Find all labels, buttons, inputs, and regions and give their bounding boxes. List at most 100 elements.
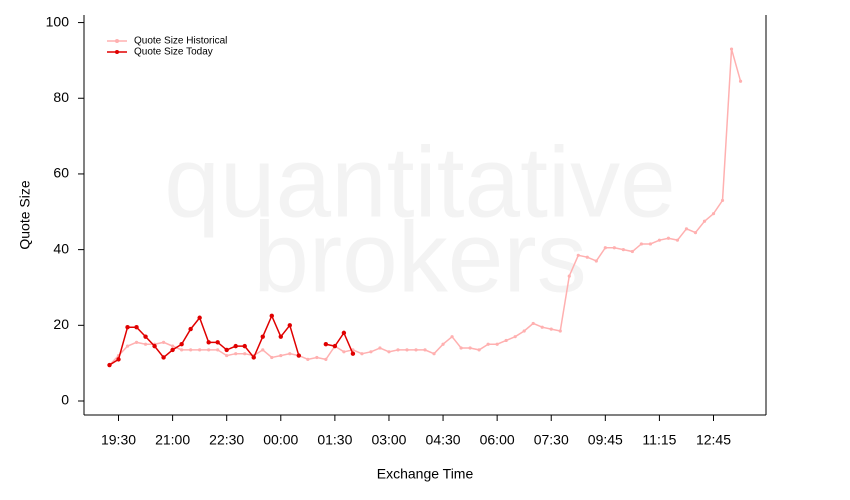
- data-point: [720, 198, 725, 203]
- data-point: [207, 348, 211, 352]
- x-tick-label: 11:15: [642, 432, 676, 448]
- x-tick-label: 03:00: [371, 432, 406, 448]
- data-point: [323, 342, 329, 347]
- x-axis-label: Exchange Time: [377, 466, 474, 482]
- data-point: [711, 212, 716, 216]
- data-point: [279, 353, 283, 358]
- x-tick-label: 09:45: [588, 432, 623, 448]
- data-point: [216, 348, 220, 352]
- data-point: [234, 352, 238, 356]
- data-point: [278, 334, 283, 339]
- data-point: [675, 238, 680, 242]
- legend-label: Quote Size Today: [134, 47, 213, 58]
- legend-marker: [115, 50, 119, 54]
- data-point: [306, 357, 310, 361]
- data-point: [414, 348, 418, 352]
- y-axis-label: Quote Size: [17, 180, 33, 249]
- data-point: [189, 348, 193, 352]
- y-tick-label: 80: [53, 89, 69, 105]
- data-point: [198, 348, 202, 352]
- data-point: [522, 329, 526, 333]
- x-tick-label: 22:30: [209, 432, 244, 448]
- data-point: [260, 334, 265, 339]
- watermark: brokers: [253, 201, 586, 313]
- data-point: [738, 79, 743, 83]
- data-point: [125, 344, 130, 348]
- data-point: [143, 334, 148, 339]
- y-tick-label: 40: [53, 240, 69, 256]
- series-line: [109, 313, 354, 366]
- data-point: [360, 352, 364, 356]
- x-tick-label: 06:00: [480, 432, 515, 448]
- data-point: [693, 230, 698, 235]
- data-point: [486, 342, 490, 346]
- data-point: [342, 350, 346, 354]
- data-point: [134, 340, 139, 344]
- data-point: [558, 329, 562, 333]
- data-point: [287, 323, 292, 328]
- data-point: [495, 342, 499, 346]
- data-point: [513, 335, 517, 339]
- x-tick-label: 00:00: [263, 432, 298, 448]
- data-point: [441, 342, 445, 346]
- data-point: [504, 338, 508, 343]
- y-tick-label: 60: [53, 165, 69, 181]
- data-point: [378, 346, 382, 350]
- data-point: [134, 325, 139, 330]
- data-point: [261, 348, 265, 352]
- data-point: [603, 246, 607, 250]
- data-point: [423, 348, 427, 352]
- data-point: [341, 330, 347, 336]
- data-point: [459, 346, 463, 350]
- x-tick-label: 01:30: [317, 432, 352, 448]
- data-point: [684, 227, 689, 231]
- data-point: [477, 348, 481, 352]
- data-point: [324, 357, 328, 361]
- data-point: [233, 343, 238, 349]
- data-point: [666, 236, 671, 240]
- data-point: [225, 353, 229, 358]
- data-point: [288, 352, 292, 356]
- x-tick-label: 21:00: [155, 432, 190, 448]
- data-point: [224, 347, 229, 353]
- data-point: [621, 248, 625, 252]
- watermark: quantitative: [164, 126, 675, 238]
- data-point: [215, 340, 220, 345]
- data-point: [639, 242, 643, 246]
- data-point: [116, 357, 121, 362]
- data-point: [369, 350, 373, 354]
- x-tick-label: 12:45: [696, 432, 731, 448]
- data-point: [171, 344, 175, 348]
- data-point: [432, 352, 436, 356]
- x-tick-label: 07:30: [534, 432, 569, 448]
- data-point: [296, 353, 302, 358]
- data-point: [630, 249, 634, 254]
- data-point: [332, 343, 338, 349]
- data-point: [594, 259, 598, 263]
- data-point: [396, 348, 400, 352]
- data-point: [251, 355, 256, 360]
- y-tick-label: 20: [53, 316, 69, 332]
- y-tick-label: 100: [46, 13, 70, 29]
- data-point: [531, 321, 535, 326]
- data-point: [179, 342, 184, 347]
- data-point: [170, 347, 175, 353]
- legend-marker: [115, 39, 119, 43]
- data-point: [576, 253, 580, 257]
- data-point: [197, 315, 202, 320]
- x-tick-label: 04:30: [426, 432, 461, 448]
- y-tick-label: 0: [61, 392, 69, 408]
- data-point: [567, 274, 571, 278]
- data-point: [450, 335, 454, 339]
- data-point: [540, 325, 544, 329]
- data-point: [152, 343, 157, 349]
- data-point: [125, 325, 130, 330]
- data-point: [648, 242, 653, 246]
- data-point: [315, 355, 319, 360]
- data-point: [612, 246, 616, 250]
- data-point: [657, 238, 662, 242]
- x-tick-label: 19:30: [101, 432, 136, 448]
- data-point: [350, 351, 356, 356]
- data-point: [405, 348, 409, 352]
